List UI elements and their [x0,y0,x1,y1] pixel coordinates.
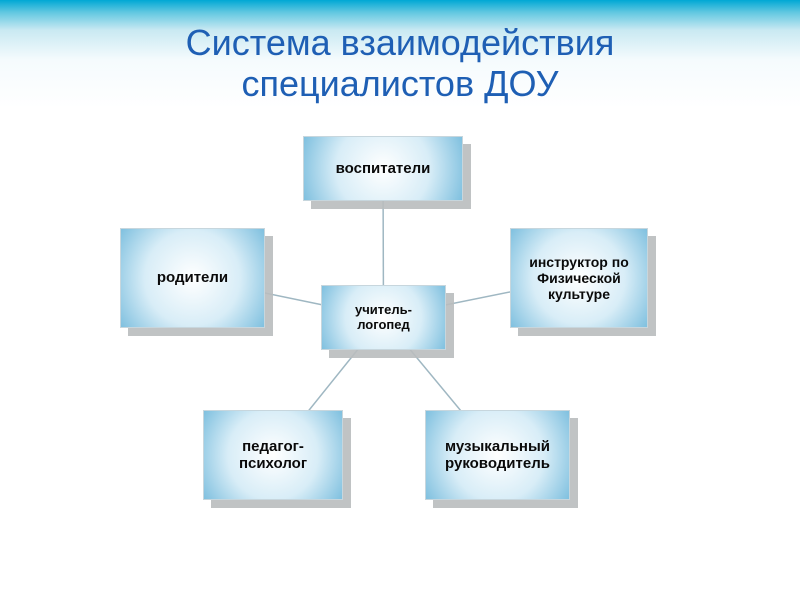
node-label-top: воспитатели [336,160,431,177]
node-label-left: родители [157,269,228,286]
node-label-bright: музыкальныйруководитель [445,438,550,473]
node-center: учитель-логопед [321,285,446,350]
node-bright: музыкальныйруководитель [425,410,570,500]
node-top: воспитатели [303,136,463,201]
node-label-bleft: педагог-психолог [239,438,307,473]
node-left: родители [120,228,265,328]
node-label-center: учитель-логопед [330,303,437,333]
node-right: инструктор поФизическойкультуре [510,228,648,328]
interaction-diagram: учитель-логопед воспитатели родители инстру… [0,0,800,600]
node-label-right: инструктор поФизическойкультуре [529,254,629,302]
node-bleft: педагог-психолог [203,410,343,500]
